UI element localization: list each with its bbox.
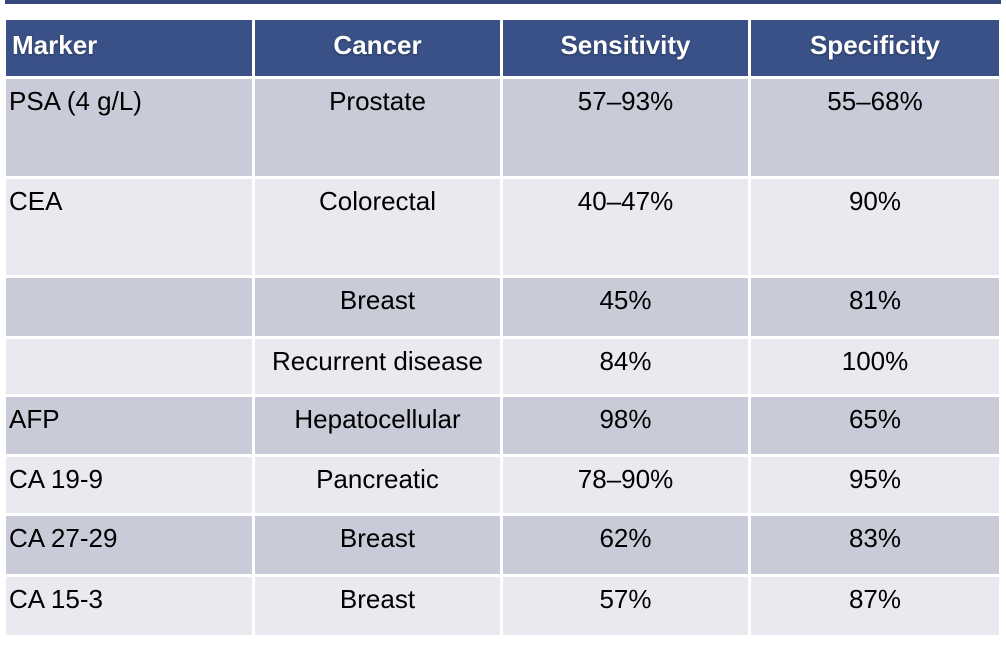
cell-sensitivity: 62% xyxy=(503,516,748,574)
table-row-cea: CEA Colorectal 40–47% 90% xyxy=(6,179,999,275)
cell-specificity: 87% xyxy=(751,577,999,635)
column-header-specificity: Specificity xyxy=(751,20,999,76)
cell-marker xyxy=(6,339,252,394)
header-row: Marker Cancer Sensitivity Specificity xyxy=(6,20,999,76)
cell-specificity: 55–68% xyxy=(751,79,999,176)
cell-cancer: Breast xyxy=(255,577,500,635)
cell-marker: PSA (4 g/L) xyxy=(6,79,252,176)
cell-cancer: Breast xyxy=(255,516,500,574)
table-row-cea-breast: Breast 45% 81% xyxy=(6,278,999,336)
cell-cancer: Colorectal xyxy=(255,179,500,275)
cell-specificity: 100% xyxy=(751,339,999,394)
cell-marker: CA 27-29 xyxy=(6,516,252,574)
cell-marker: CEA xyxy=(6,179,252,275)
cell-sensitivity: 45% xyxy=(503,278,748,336)
top-accent-line xyxy=(5,0,1001,4)
table-row-psa: PSA (4 g/L) Prostate 57–93% 55–68% xyxy=(6,79,999,176)
cell-specificity: 90% xyxy=(751,179,999,275)
cell-sensitivity: 40–47% xyxy=(503,179,748,275)
cell-marker: CA 19-9 xyxy=(6,457,252,513)
cell-cancer: Prostate xyxy=(255,79,500,176)
cell-marker: CA 15-3 xyxy=(6,577,252,635)
cell-marker xyxy=(6,278,252,336)
cell-cancer: Pancreatic xyxy=(255,457,500,513)
table-row-cea-recurrent: Recurrent disease 84% 100% xyxy=(6,339,999,394)
cell-specificity: 81% xyxy=(751,278,999,336)
table-row-ca27-29: CA 27-29 Breast 62% 83% xyxy=(6,516,999,574)
column-header-sensitivity: Sensitivity xyxy=(503,20,748,76)
cell-cancer: Recurrent disease xyxy=(255,339,500,394)
cell-marker: AFP xyxy=(6,397,252,454)
column-header-cancer: Cancer xyxy=(255,20,500,76)
cell-cancer: Hepatocellular xyxy=(255,397,500,454)
table-row-ca15-3: CA 15-3 Breast 57% 87% xyxy=(6,577,999,635)
cell-sensitivity: 98% xyxy=(503,397,748,454)
table-row-afp: AFP Hepatocellular 98% 65% xyxy=(6,397,999,454)
cell-sensitivity: 57% xyxy=(503,577,748,635)
cell-sensitivity: 78–90% xyxy=(503,457,748,513)
cell-cancer: Breast xyxy=(255,278,500,336)
cell-specificity: 95% xyxy=(751,457,999,513)
cell-specificity: 83% xyxy=(751,516,999,574)
tumor-marker-table: Marker Cancer Sensitivity Specificity PS… xyxy=(3,17,1002,638)
column-header-marker: Marker xyxy=(6,20,252,76)
cell-sensitivity: 57–93% xyxy=(503,79,748,176)
cell-sensitivity: 84% xyxy=(503,339,748,394)
cell-specificity: 65% xyxy=(751,397,999,454)
table-row-ca19-9: CA 19-9 Pancreatic 78–90% 95% xyxy=(6,457,999,513)
